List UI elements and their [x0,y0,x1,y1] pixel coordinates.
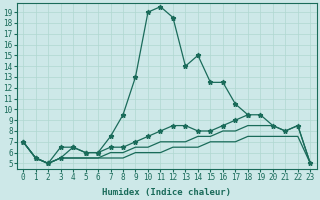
X-axis label: Humidex (Indice chaleur): Humidex (Indice chaleur) [102,188,231,197]
